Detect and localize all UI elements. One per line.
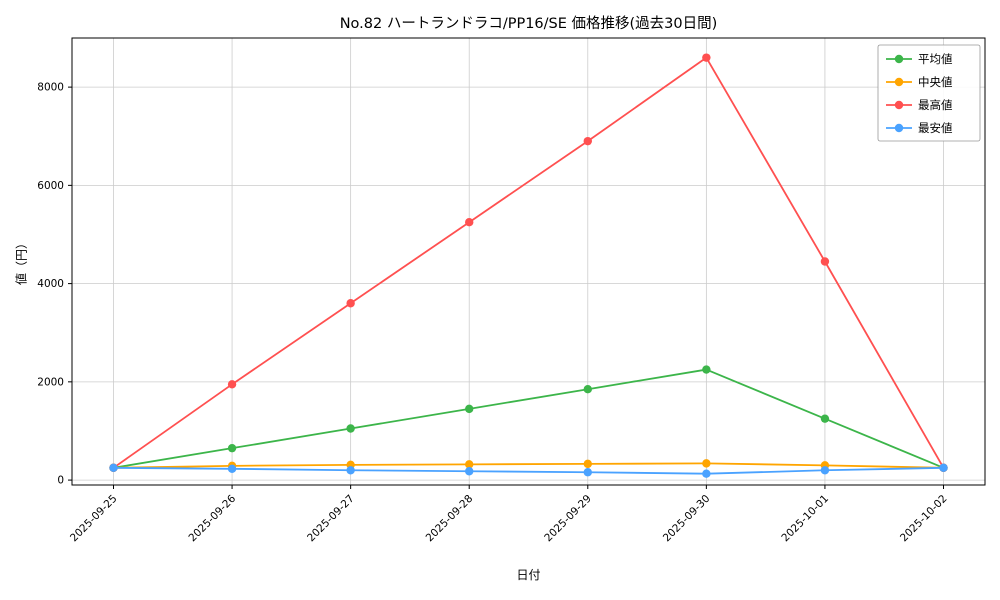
data-point (702, 53, 711, 62)
legend-item-中央値: 中央値 (886, 75, 953, 89)
data-point (465, 460, 474, 469)
svg-text:2025-10-01: 2025-10-01 (779, 493, 831, 545)
svg-text:2025-09-27: 2025-09-27 (305, 493, 357, 545)
legend-marker-icon (894, 100, 904, 110)
svg-text:4000: 4000 (37, 278, 64, 290)
svg-text:2000: 2000 (37, 376, 64, 388)
data-point (820, 466, 830, 475)
svg-text:2025-09-30: 2025-09-30 (661, 493, 713, 545)
data-point (227, 380, 237, 389)
legend-label: 平均値 (918, 52, 953, 66)
data-point (346, 299, 355, 308)
data-point (583, 136, 592, 146)
svg-text:2025-09-26: 2025-09-26 (187, 492, 239, 544)
legend-item-最高値: 最高値 (886, 98, 953, 112)
legend-label: 最高値 (918, 98, 953, 112)
plot-area (72, 38, 985, 485)
legend-label: 中央値 (918, 75, 953, 89)
legend-marker-icon (894, 77, 904, 87)
legend-item-平均値: 平均値 (886, 52, 953, 66)
data-point (227, 464, 237, 473)
gridlines (72, 38, 985, 485)
y-axis-label: 値（円） (14, 236, 29, 286)
data-point (583, 385, 592, 394)
data-point (820, 257, 830, 266)
legend-marker-icon (894, 123, 904, 133)
data-point (465, 218, 474, 227)
svg-text:2025-10-02: 2025-10-02 (898, 493, 950, 545)
y-tick-labels: 0 2000 4000 6000 8000 (37, 82, 72, 487)
data-point (227, 443, 237, 453)
svg-text:2025-09-28: 2025-09-28 (424, 493, 476, 545)
svg-text:2025-09-25: 2025-09-25 (68, 493, 120, 545)
data-point (465, 404, 474, 414)
x-axis-label: 日付 (516, 568, 541, 582)
data-point (702, 365, 711, 374)
svg-text:6000: 6000 (37, 180, 64, 192)
data-point (346, 466, 355, 475)
series-最高値 (109, 53, 948, 473)
data-point (702, 459, 711, 468)
svg-text:8000: 8000 (37, 82, 64, 94)
data-point (346, 424, 355, 433)
data-point (820, 414, 830, 423)
legend-item-最安値: 最安値 (886, 121, 953, 135)
axes-frame (71, 37, 986, 486)
legend-label: 最安値 (918, 121, 953, 135)
data-point (583, 468, 592, 477)
legend-marker-icon (894, 54, 904, 64)
data-point (702, 469, 711, 478)
svg-text:0: 0 (57, 475, 64, 487)
data-point (465, 467, 474, 476)
x-tick-labels: 2025-09-25 2025-09-26 2025-09-27 2025-09-28… (68, 485, 950, 544)
chart-title: No.82 ハートランドラコ/PP16/SE 価格推移(過去30日間) (339, 16, 718, 32)
svg-text:2025-09-29: 2025-09-29 (542, 493, 594, 545)
data-point (583, 459, 592, 469)
data-point (109, 463, 118, 473)
series-最安値 (109, 463, 948, 478)
data-point (939, 463, 948, 473)
